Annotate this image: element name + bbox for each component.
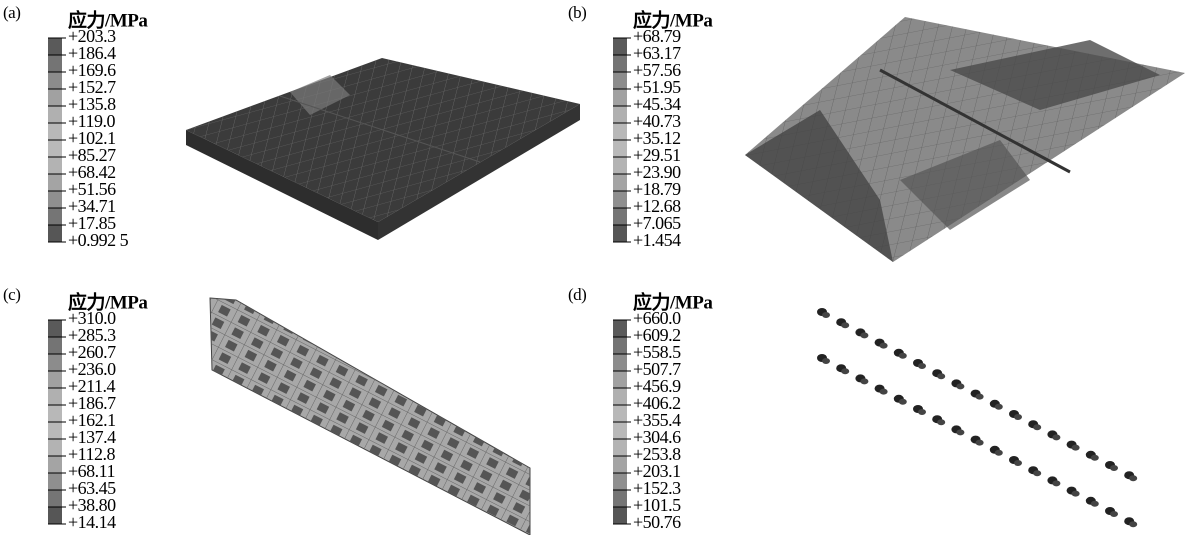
bolt-head bbox=[956, 429, 964, 435]
panel-label: (c) bbox=[3, 285, 20, 304]
color-swatch bbox=[48, 388, 62, 405]
figure: (a)应力/MPa+203.3+186.4+169.6+152.7+135.8+… bbox=[0, 0, 1193, 535]
color-swatch bbox=[613, 38, 627, 55]
color-swatch bbox=[48, 490, 62, 507]
color-swatch bbox=[613, 405, 627, 422]
color-swatch bbox=[613, 89, 627, 106]
color-swatch bbox=[613, 439, 627, 456]
bolt-head bbox=[918, 409, 926, 415]
bolt-head bbox=[1091, 455, 1099, 461]
bolt-head bbox=[1072, 445, 1080, 451]
legend-value: +14.14 bbox=[68, 512, 116, 532]
color-swatch bbox=[613, 354, 627, 371]
color-swatch bbox=[48, 354, 62, 371]
color-swatch bbox=[48, 174, 62, 191]
color-swatch bbox=[613, 388, 627, 405]
color-swatch bbox=[48, 89, 62, 106]
color-swatch bbox=[613, 140, 627, 157]
color-swatch bbox=[613, 507, 627, 524]
color-swatch bbox=[613, 55, 627, 72]
bolt-head bbox=[1033, 424, 1041, 430]
bolt-head bbox=[841, 368, 849, 374]
color-swatch bbox=[48, 123, 62, 140]
bolt-head bbox=[937, 373, 945, 379]
bolt-head bbox=[899, 399, 907, 405]
color-swatch bbox=[48, 405, 62, 422]
color-swatch bbox=[613, 106, 627, 123]
color-swatch bbox=[48, 191, 62, 208]
color-swatch bbox=[613, 123, 627, 140]
bolt-head bbox=[995, 450, 1003, 456]
bolt-head bbox=[1052, 434, 1060, 440]
panel-label: (d) bbox=[568, 285, 586, 304]
bolt-head bbox=[1110, 465, 1118, 471]
color-swatch bbox=[613, 490, 627, 507]
color-swatch bbox=[613, 371, 627, 388]
color-swatch bbox=[48, 55, 62, 72]
color-swatch bbox=[613, 422, 627, 439]
color-swatch bbox=[613, 157, 627, 174]
color-swatch bbox=[613, 72, 627, 89]
bolt-model bbox=[817, 308, 1137, 527]
bolt-head bbox=[880, 343, 888, 349]
bolt-head bbox=[1072, 491, 1080, 497]
plate-model bbox=[745, 17, 1185, 262]
color-swatch bbox=[48, 337, 62, 354]
color-swatch bbox=[613, 174, 627, 191]
bolt-head bbox=[1033, 470, 1041, 476]
color-swatch bbox=[48, 157, 62, 174]
color-swatch bbox=[48, 439, 62, 456]
color-swatch bbox=[48, 72, 62, 89]
bolt-head bbox=[918, 363, 926, 369]
color-swatch bbox=[48, 422, 62, 439]
color-swatch bbox=[48, 140, 62, 157]
legend-value: +0.992 5 bbox=[68, 230, 129, 250]
bolt-head bbox=[899, 353, 907, 359]
bolt-head bbox=[1014, 414, 1022, 420]
color-swatch bbox=[613, 225, 627, 242]
bolt-head bbox=[1052, 480, 1060, 486]
color-swatch bbox=[48, 38, 62, 55]
color-swatch bbox=[613, 320, 627, 337]
bolt-head bbox=[822, 358, 830, 364]
color-swatch bbox=[48, 473, 62, 490]
bolt-head bbox=[880, 389, 888, 395]
panel-label: (b) bbox=[568, 3, 586, 22]
bolt-head bbox=[956, 383, 964, 389]
bolt-head bbox=[995, 404, 1003, 410]
bolt-head bbox=[937, 419, 945, 425]
panel-label: (a) bbox=[3, 3, 20, 22]
color-swatch bbox=[48, 106, 62, 123]
color-swatch bbox=[613, 191, 627, 208]
wall-model bbox=[210, 298, 530, 535]
bolt-head bbox=[1129, 521, 1137, 527]
bolt-head bbox=[1129, 475, 1137, 481]
bolt-head bbox=[822, 312, 830, 318]
legend-value: +1.454 bbox=[633, 230, 681, 250]
color-swatch bbox=[48, 456, 62, 473]
color-swatch bbox=[613, 337, 627, 354]
color-swatch bbox=[48, 507, 62, 524]
bolt-head bbox=[1110, 511, 1118, 517]
color-swatch bbox=[48, 371, 62, 388]
bolt-head bbox=[976, 440, 984, 446]
color-swatch bbox=[613, 208, 627, 225]
color-swatch bbox=[48, 320, 62, 337]
color-swatch bbox=[613, 473, 627, 490]
bolt-head bbox=[860, 332, 868, 338]
legend-value: +50.76 bbox=[633, 512, 681, 532]
bolt-head bbox=[860, 378, 868, 384]
color-swatch bbox=[48, 208, 62, 225]
bolt-head bbox=[976, 394, 984, 400]
bolt-head bbox=[841, 322, 849, 328]
bolt-head bbox=[1091, 501, 1099, 507]
color-swatch bbox=[48, 225, 62, 242]
color-swatch bbox=[613, 456, 627, 473]
bolt-head bbox=[1014, 460, 1022, 466]
slab-model bbox=[186, 58, 580, 240]
